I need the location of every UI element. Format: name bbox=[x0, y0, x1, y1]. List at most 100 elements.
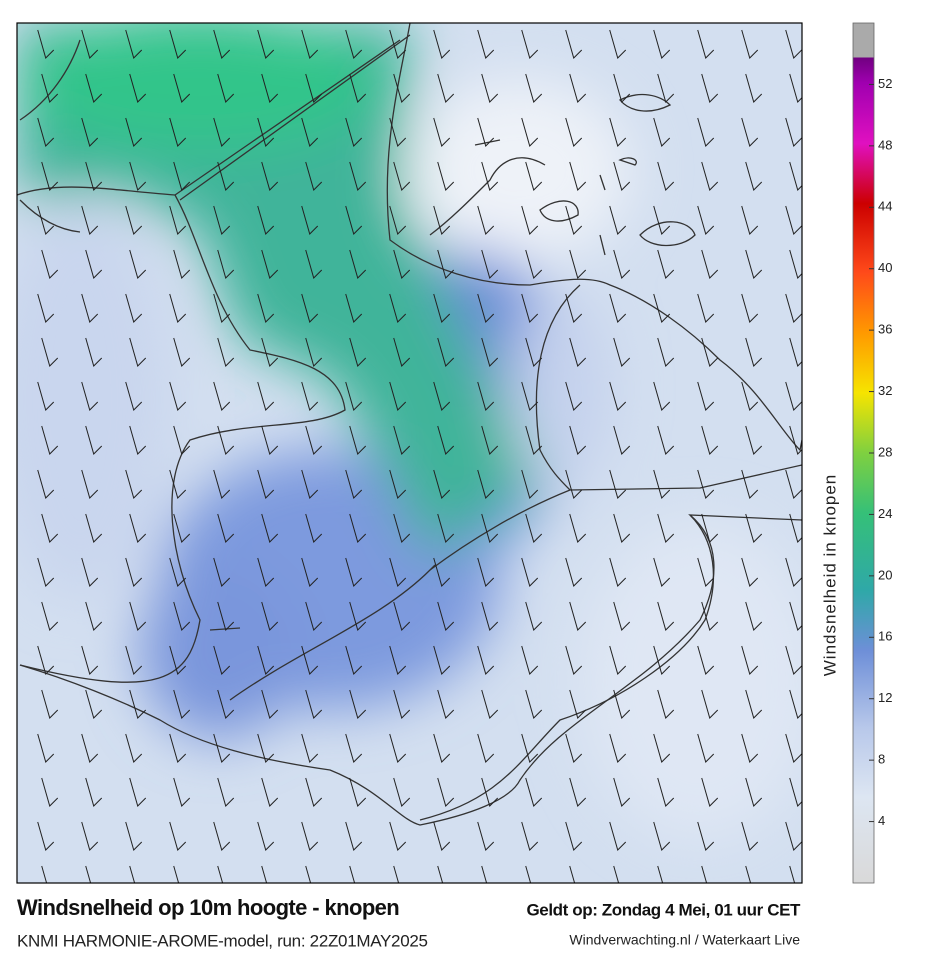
wind-barb bbox=[345, 733, 363, 763]
wind-barb bbox=[481, 161, 499, 191]
wind-barb bbox=[257, 557, 275, 587]
wind-barb bbox=[125, 205, 143, 235]
wind-barb bbox=[129, 601, 147, 631]
wind-barb bbox=[565, 381, 583, 411]
wind-barb bbox=[173, 865, 180, 883]
wind-barb bbox=[613, 425, 631, 455]
wind-barb bbox=[393, 601, 411, 631]
wind-barb bbox=[657, 337, 675, 367]
wind-barb bbox=[609, 733, 627, 763]
wind-barb bbox=[393, 425, 411, 455]
wind-barb bbox=[301, 557, 319, 587]
wind-barb bbox=[129, 73, 147, 103]
wind-barb bbox=[565, 645, 583, 675]
wind-barb bbox=[745, 161, 763, 191]
wind-barb bbox=[433, 645, 451, 675]
source: Windverwachting.nl / Waterkaart Live bbox=[569, 932, 800, 948]
wind-barb bbox=[37, 205, 55, 235]
wind-barb bbox=[257, 821, 275, 851]
wind-barb bbox=[37, 557, 55, 587]
colorbar-tick-label: 48 bbox=[878, 137, 892, 152]
wind-barb bbox=[697, 29, 715, 59]
wind-barb bbox=[349, 425, 367, 455]
wind-barb bbox=[701, 249, 719, 279]
wind-barb bbox=[389, 821, 407, 851]
wind-barb bbox=[173, 777, 191, 807]
wind-barb bbox=[345, 821, 363, 851]
wind-barb bbox=[565, 117, 583, 147]
wind-barb bbox=[697, 205, 715, 235]
wind-barb bbox=[261, 337, 279, 367]
wind-barb bbox=[477, 293, 495, 323]
colorbar-label: Windsnelheid in knopen bbox=[820, 474, 839, 677]
wind-barb bbox=[129, 161, 147, 191]
wind-barb bbox=[41, 777, 59, 807]
wind-barb bbox=[257, 117, 275, 147]
wind-barb bbox=[305, 689, 323, 719]
wind-barb bbox=[261, 73, 279, 103]
wind-barb bbox=[609, 557, 627, 587]
wind-barb bbox=[657, 777, 675, 807]
wind-barb bbox=[433, 117, 451, 147]
wind-barb bbox=[85, 777, 103, 807]
wind-barb bbox=[301, 205, 319, 235]
wind-barb bbox=[741, 117, 759, 147]
wind-barb bbox=[261, 513, 279, 543]
wind-barb bbox=[301, 469, 319, 499]
wind-barb bbox=[741, 645, 759, 675]
wind-barb bbox=[257, 733, 275, 763]
colorbar-tick-label: 20 bbox=[878, 567, 892, 582]
wind-barb bbox=[169, 469, 187, 499]
wind-barb bbox=[789, 425, 802, 455]
wind-barb bbox=[261, 865, 268, 883]
wind-barb bbox=[125, 381, 143, 411]
wind-barb bbox=[789, 161, 802, 191]
wind-barb bbox=[125, 293, 143, 323]
wind-barb bbox=[525, 689, 543, 719]
wind-barb bbox=[37, 293, 55, 323]
wind-barb bbox=[653, 29, 671, 59]
wind-barb bbox=[789, 865, 796, 883]
wind-barb bbox=[701, 337, 719, 367]
wind-barb bbox=[745, 425, 763, 455]
wind-barb bbox=[173, 425, 191, 455]
wind-barb bbox=[173, 689, 191, 719]
wind-barb bbox=[213, 117, 231, 147]
wind-barb bbox=[261, 601, 279, 631]
wind-barb bbox=[613, 337, 631, 367]
wind-barb bbox=[437, 425, 455, 455]
wind-barb bbox=[741, 733, 759, 763]
wind-barb bbox=[521, 293, 539, 323]
wind-barb bbox=[569, 689, 587, 719]
wind-barb bbox=[481, 337, 499, 367]
wind-barb bbox=[213, 293, 231, 323]
wind-barb bbox=[525, 777, 543, 807]
wind-barb bbox=[433, 29, 451, 59]
wind-barb bbox=[41, 249, 59, 279]
wind-barb bbox=[85, 249, 103, 279]
wind-barb bbox=[389, 29, 407, 59]
wind-barb bbox=[613, 161, 631, 191]
colorbar-tick-label: 4 bbox=[878, 813, 885, 828]
wind-barb bbox=[41, 425, 59, 455]
wind-barb bbox=[305, 161, 323, 191]
wind-barb bbox=[657, 865, 664, 883]
wind-barb bbox=[85, 161, 103, 191]
wind-barb bbox=[521, 205, 539, 235]
wind-barb bbox=[521, 821, 539, 851]
wind-barb bbox=[261, 161, 279, 191]
wind-barb bbox=[261, 777, 279, 807]
wind-barb bbox=[85, 513, 103, 543]
wind-barb bbox=[81, 205, 99, 235]
wind-barb bbox=[389, 645, 407, 675]
wind-barb bbox=[741, 557, 759, 587]
wind-barb bbox=[565, 821, 583, 851]
wind-barb bbox=[481, 425, 499, 455]
wind-barb bbox=[789, 601, 802, 631]
wind-barb bbox=[217, 337, 235, 367]
wind-barb bbox=[609, 293, 627, 323]
wind-barb bbox=[81, 557, 99, 587]
colorbar-tick-label: 16 bbox=[878, 629, 892, 644]
wind-barb bbox=[657, 689, 675, 719]
